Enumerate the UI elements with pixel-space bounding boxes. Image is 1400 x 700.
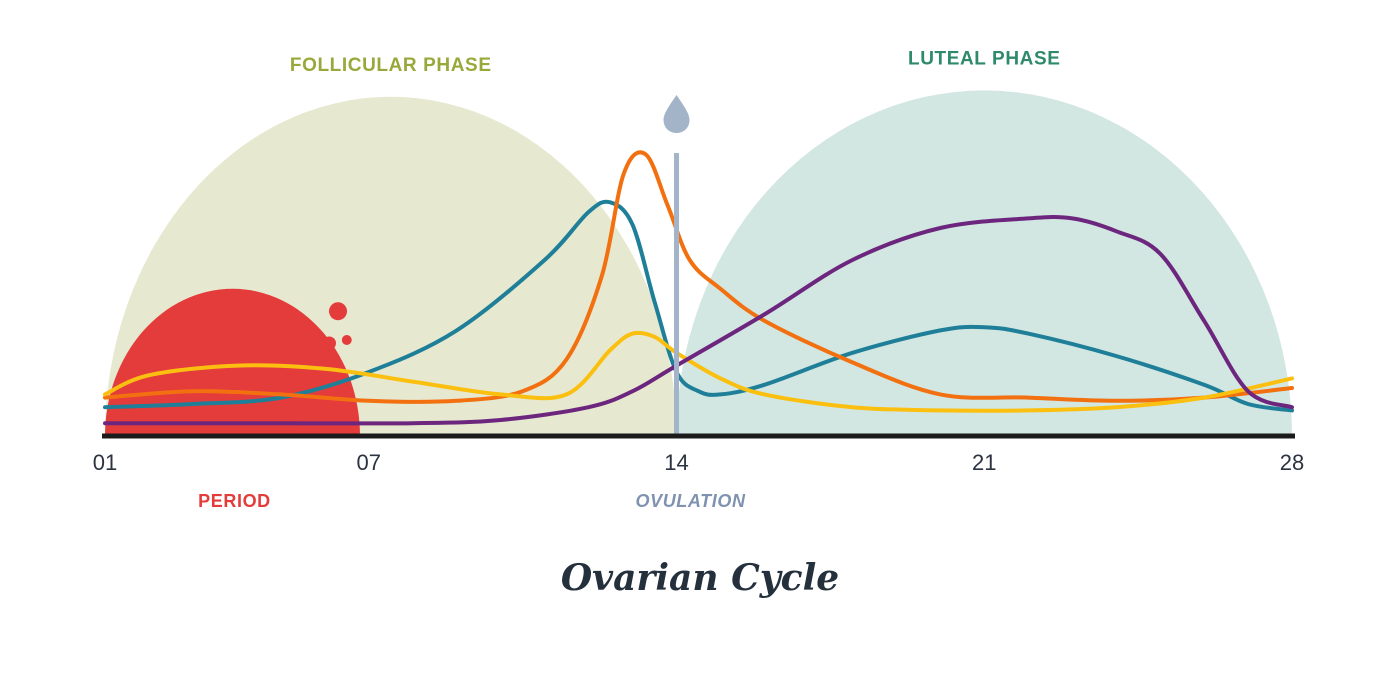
ovulation-label: OVULATION: [635, 491, 745, 511]
hormone-series: [103, 150, 1294, 426]
period-area: PERIOD: [105, 288, 360, 511]
period-label: PERIOD: [198, 491, 271, 511]
phase-label-follicular: FOLLICULAR PHASE: [290, 55, 492, 76]
x-axis-ticks: 01 07 14 21 28: [93, 450, 1304, 475]
series-line-teal: [103, 199, 1294, 413]
x-tick-label-07: 07: [357, 450, 381, 475]
phase-label-luteal: LUTEAL PHASE: [908, 48, 1061, 69]
phase-area-luteal: [676, 90, 1292, 436]
period-drop-2: [322, 336, 336, 350]
period-drop-1: [329, 302, 348, 321]
ovulation-marker: OVULATION: [635, 95, 745, 511]
series-line-yellow: [103, 330, 1294, 413]
x-tick-label-01: 01: [93, 450, 117, 475]
x-tick-label-28: 28: [1280, 450, 1304, 475]
period-drop-3: [341, 335, 352, 345]
x-tick-label-21: 21: [972, 450, 996, 475]
ovulation-egg-icon: [663, 95, 690, 133]
chart-title: Ovarian Cycle: [561, 557, 839, 599]
series-line-purple: [103, 215, 1294, 426]
series-line-orange: [103, 150, 1294, 404]
x-tick-label-14: 14: [664, 450, 688, 475]
period-area-shape: [105, 288, 360, 436]
